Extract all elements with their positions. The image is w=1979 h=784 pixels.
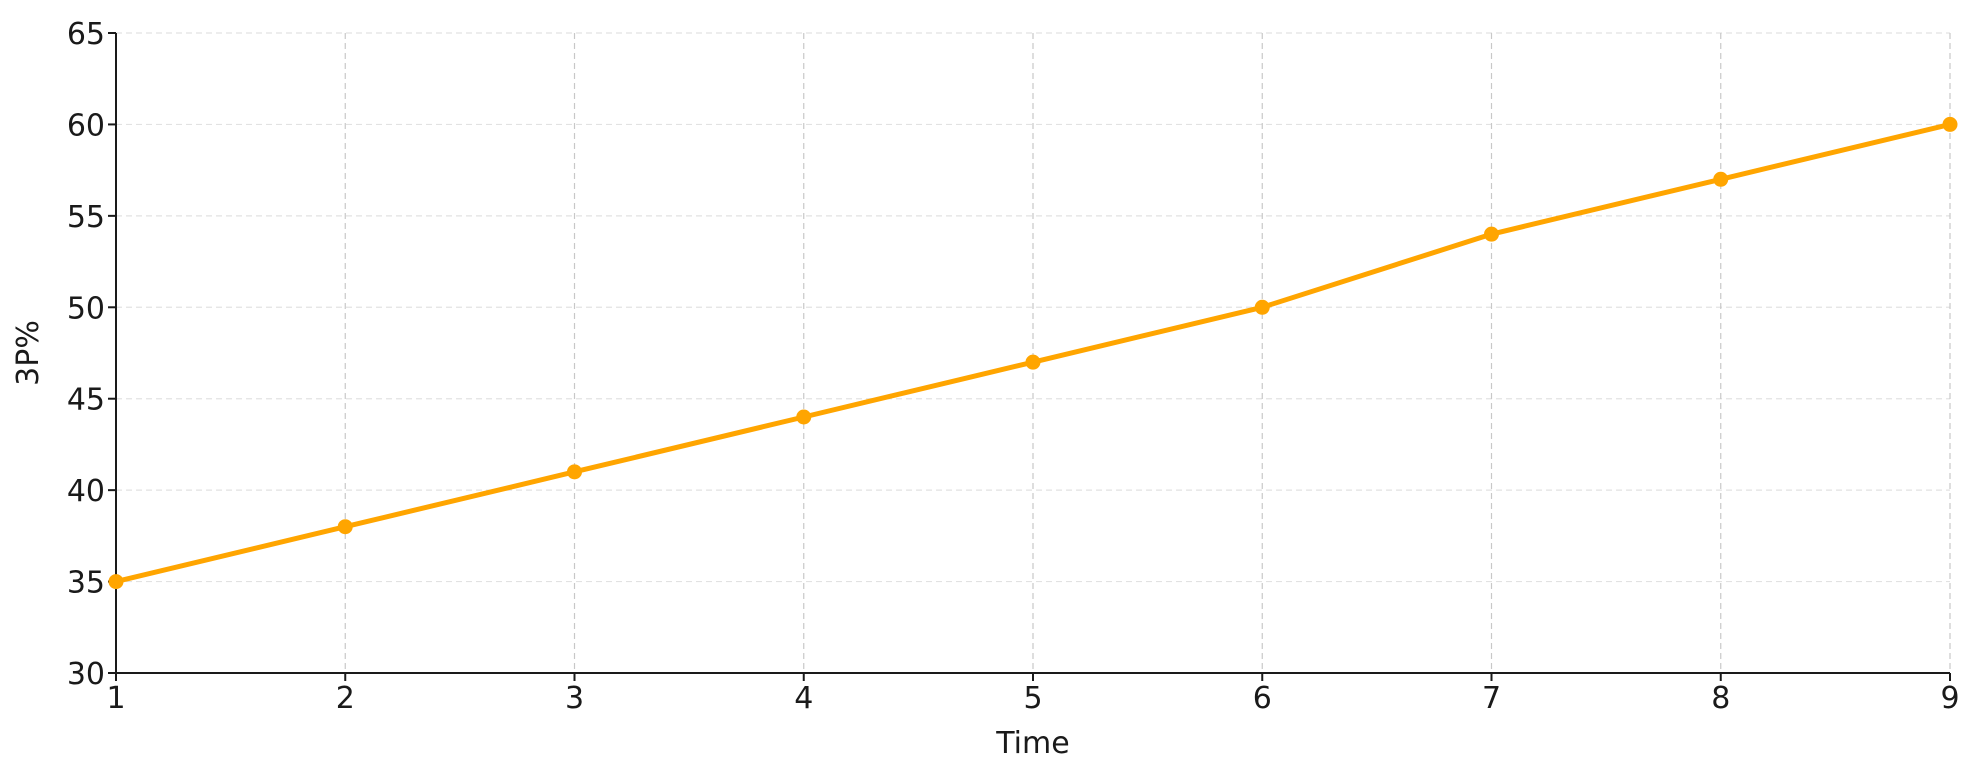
data-point [337,519,353,535]
y-tick-label: 45 [67,383,105,418]
data-point [567,464,582,480]
x-tick-label: 1 [106,681,125,716]
x-tick-label: 4 [794,681,813,716]
x-axis-title: Time [995,726,1069,761]
data-point [1254,299,1270,315]
y-tick-label: 35 [67,566,105,601]
series-layer [108,116,1958,590]
x-tick-label: 8 [1711,681,1730,716]
y-tick-label: 65 [67,17,105,52]
y-tick-label: 55 [67,200,105,235]
y-tick-label: 50 [67,291,105,326]
data-point [1942,116,1958,132]
data-point [108,574,124,590]
data-point [1025,354,1041,370]
x-tick-label: 9 [1940,681,1959,716]
y-tick-label: 40 [67,474,105,509]
y-tick-label: 60 [67,108,105,143]
data-point [796,409,812,425]
y-tick-label: 30 [67,657,105,692]
x-tick-label: 3 [565,681,584,716]
x-tick-label: 5 [1023,681,1042,716]
data-point [1484,226,1499,242]
y-axis-title: 3P% [11,320,46,386]
grid-layer [116,32,1951,673]
x-tick-label: 7 [1482,681,1501,716]
data-point [1713,171,1729,187]
x-tick-label: 6 [1253,681,1272,716]
x-tick-label: 2 [336,681,355,716]
